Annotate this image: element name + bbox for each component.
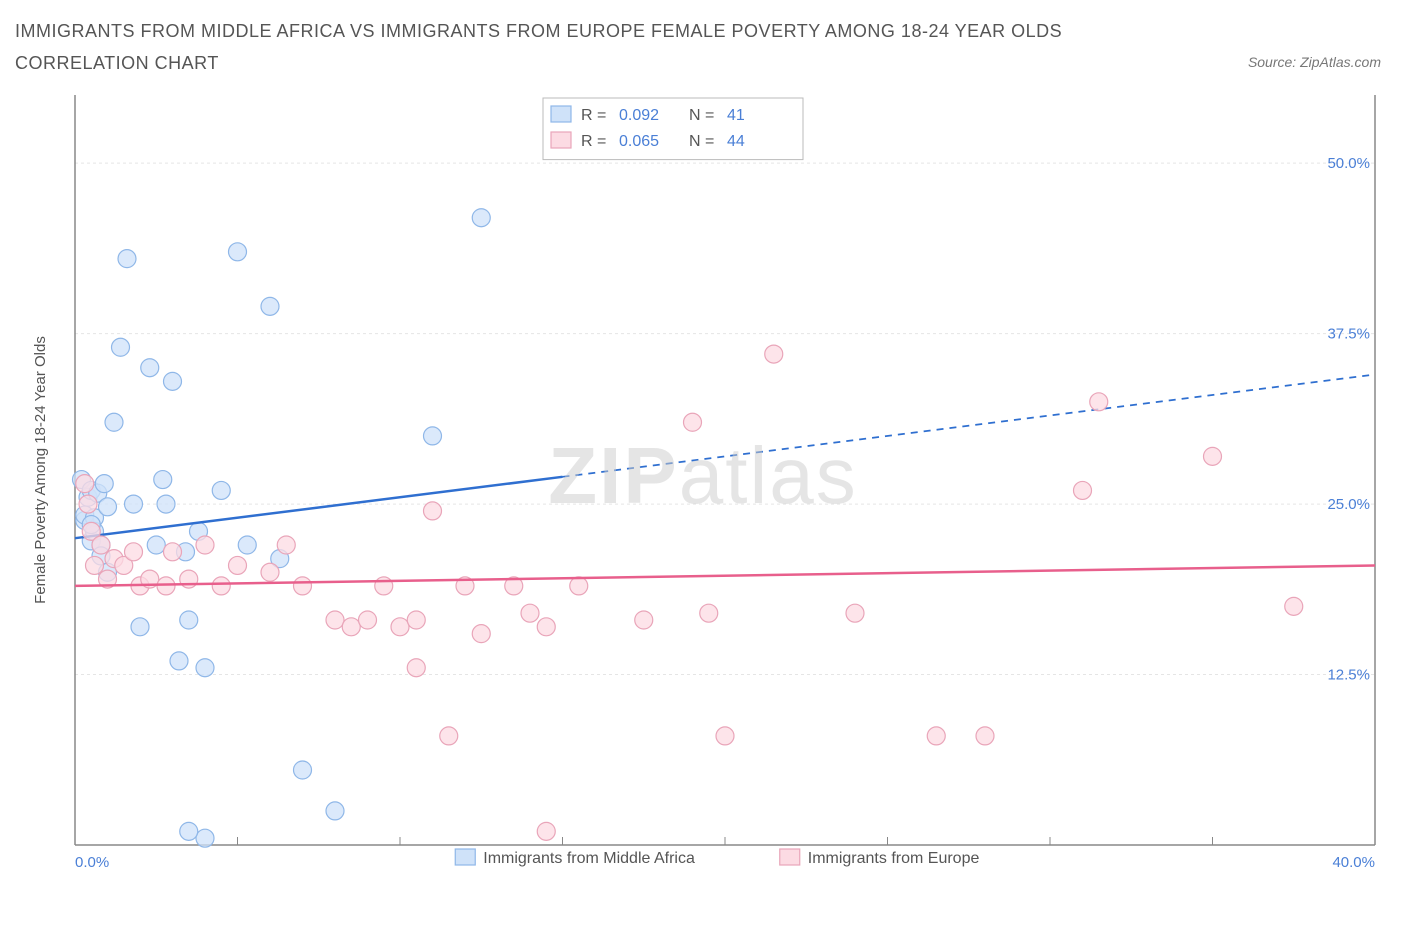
svg-text:41: 41 bbox=[727, 107, 745, 124]
svg-text:R =: R = bbox=[581, 133, 606, 150]
svg-text:50.0%: 50.0% bbox=[1327, 155, 1370, 172]
chart-container: 12.5% 25.0% 37.5% 50.0% 0.0% 40.0% Female Pove… bbox=[15, 85, 1391, 885]
chart-title: IMMIGRANTS FROM MIDDLE AFRICA VS IMMIGRA… bbox=[15, 15, 1165, 80]
svg-text:37.5%: 37.5% bbox=[1327, 325, 1370, 342]
svg-text:Female Poverty Among 18-24 Yea: Female Poverty Among 18-24 Year Olds bbox=[32, 336, 49, 604]
svg-text:Immigrants from Middle Africa: Immigrants from Middle Africa bbox=[483, 850, 695, 867]
svg-text:25.0%: 25.0% bbox=[1327, 496, 1370, 513]
svg-text:N =: N = bbox=[689, 133, 714, 150]
svg-text:44: 44 bbox=[727, 133, 745, 150]
scatter-chart: 12.5% 25.0% 37.5% 50.0% 0.0% 40.0% Female Pove… bbox=[15, 85, 1391, 885]
source-label: Source: ZipAtlas.com bbox=[1248, 54, 1391, 80]
svg-text:0.0%: 0.0% bbox=[75, 854, 109, 871]
svg-text:0.065: 0.065 bbox=[619, 133, 659, 150]
svg-text:40.0%: 40.0% bbox=[1332, 854, 1375, 871]
svg-text:Immigrants from Europe: Immigrants from Europe bbox=[808, 850, 980, 867]
svg-text:N =: N = bbox=[689, 107, 714, 124]
svg-text:0.092: 0.092 bbox=[619, 107, 659, 124]
svg-text:12.5%: 12.5% bbox=[1327, 666, 1370, 683]
svg-text:R =: R = bbox=[581, 107, 606, 124]
